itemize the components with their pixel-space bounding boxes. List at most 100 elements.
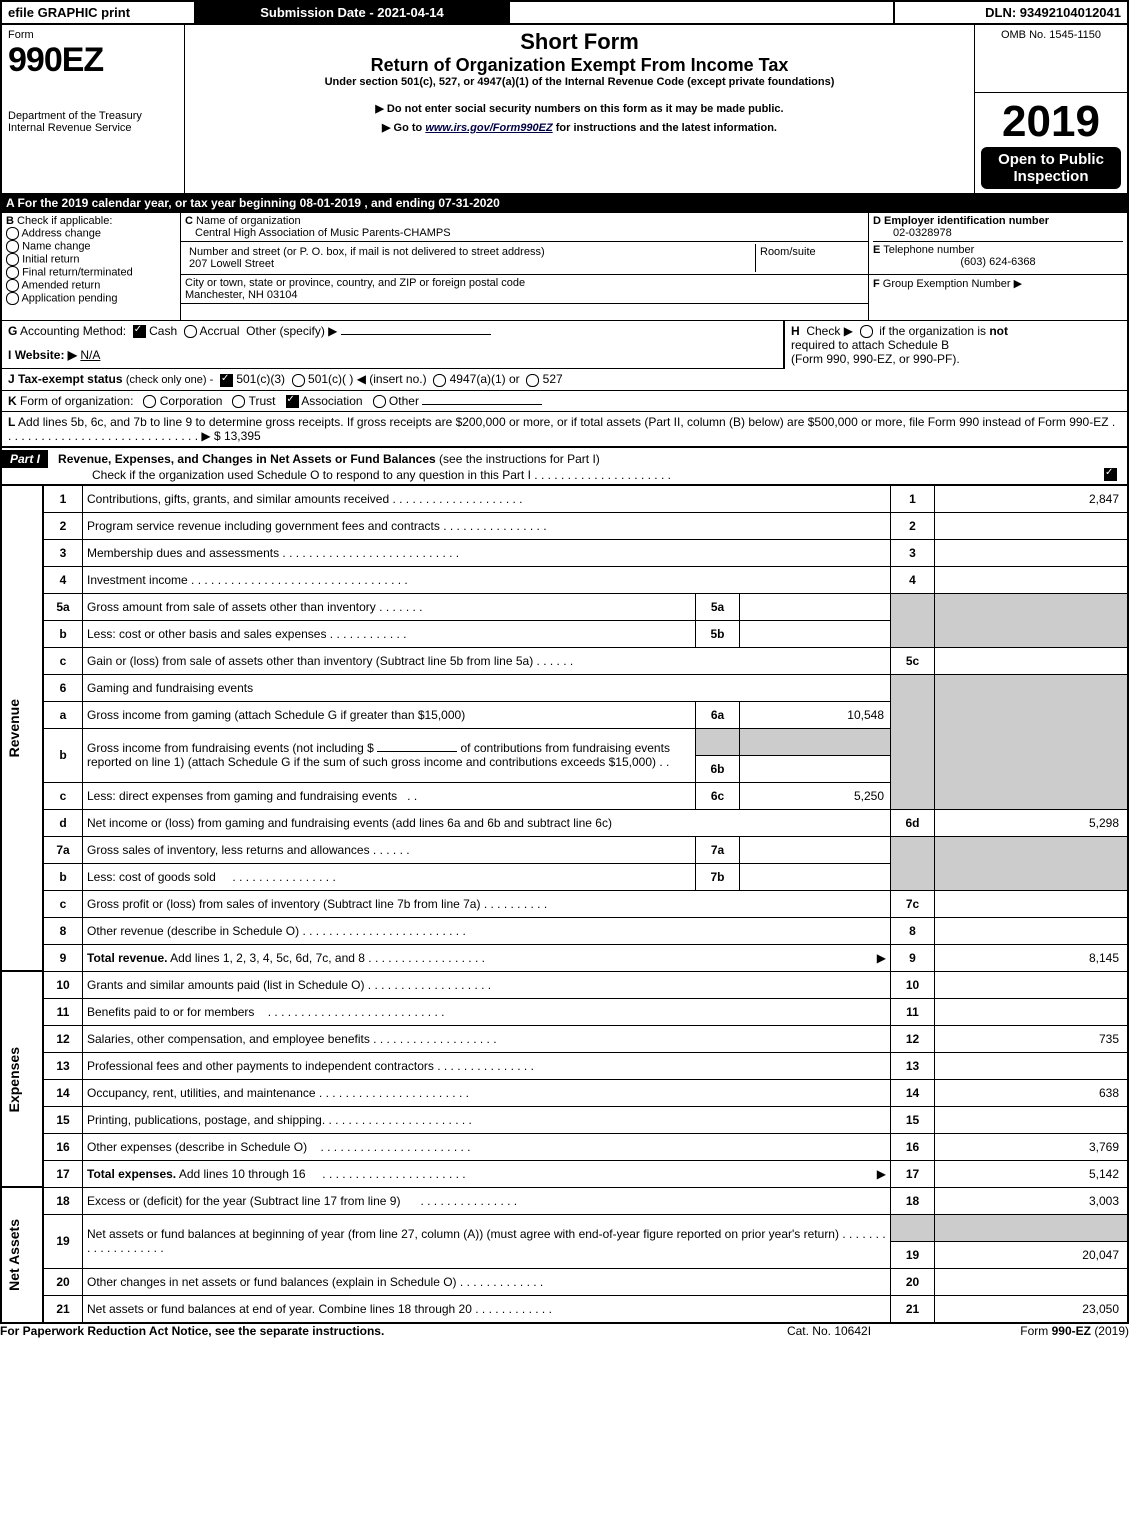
trust-checkbox[interactable] — [232, 395, 245, 408]
line-5a-text: Gross amount from sale of assets other t… — [83, 593, 696, 620]
initial-return-label: Initial return — [22, 253, 79, 265]
open-to-public: Open to Public Inspection — [981, 147, 1121, 189]
line-6b-text: Gross income from fundraising events (no… — [83, 728, 696, 782]
line-6c-subbox: 6c — [696, 782, 740, 809]
i-label: I — [8, 348, 11, 362]
c4947-checkbox[interactable] — [433, 374, 446, 387]
line-5b-subbox: 5b — [696, 620, 740, 647]
goto-suffix: for instructions and the latest informat… — [556, 122, 777, 134]
line-19-val: 20,047 — [935, 1241, 1129, 1268]
line-17-val: 5,142 — [935, 1160, 1129, 1187]
k-text: Form of organization: — [20, 394, 133, 408]
line-12-text: Salaries, other compensation, and employ… — [83, 1025, 891, 1052]
dln-label: DLN: 93492104012041 — [894, 1, 1128, 24]
line-1-num: 1 — [43, 485, 83, 512]
line-21-val: 23,050 — [935, 1295, 1129, 1323]
line-13-text: Professional fees and other payments to … — [83, 1052, 891, 1079]
goto-link[interactable]: www.irs.gov/Form990EZ — [425, 122, 552, 134]
line-16-val: 3,769 — [935, 1133, 1129, 1160]
c501c3-checkbox[interactable] — [220, 374, 233, 387]
name-change-checkbox[interactable] — [6, 240, 19, 253]
cash-checkbox[interactable] — [133, 325, 146, 338]
line-6c-num: c — [43, 782, 83, 809]
line-13-num: 13 — [43, 1052, 83, 1079]
line-9-val: 8,145 — [935, 944, 1129, 971]
line-6d-box: 6d — [891, 809, 935, 836]
amended-return-checkbox[interactable] — [6, 279, 19, 292]
form-header: Form 990EZ Department of the Treasury In… — [0, 25, 1129, 194]
line-6a-subbox: 6a — [696, 701, 740, 728]
line-5c-val — [935, 647, 1129, 674]
do-not-enter: ▶ Do not enter social security numbers o… — [191, 102, 968, 115]
line-13-val — [935, 1052, 1129, 1079]
line-11-text: Benefits paid to or for members . . . . … — [83, 998, 891, 1025]
line-6a-text: Gross income from gaming (attach Schedul… — [83, 701, 696, 728]
line-18-box: 18 — [891, 1187, 935, 1214]
l-arrow: ▶ — [201, 429, 210, 443]
line-10-num: 10 — [43, 971, 83, 998]
line-5a-subval — [740, 593, 891, 620]
part1-checkline: Check if the organization used Schedule … — [2, 468, 531, 482]
line-6a-num: a — [43, 701, 83, 728]
h-checkbox[interactable] — [860, 325, 873, 338]
line-6-num: 6 — [43, 674, 83, 701]
part1-table: Revenue 1 Contributions, gifts, grants, … — [0, 485, 1129, 1324]
other-specify-label: Other (specify) ▶ — [246, 324, 337, 338]
line-5c-box: 5c — [891, 647, 935, 674]
initial-return-checkbox[interactable] — [6, 253, 19, 266]
line-15-text: Printing, publications, postage, and shi… — [83, 1106, 891, 1133]
line-19-box: 19 — [891, 1241, 935, 1268]
corp-checkbox[interactable] — [143, 395, 156, 408]
footer: For Paperwork Reduction Act Notice, see … — [0, 1324, 1129, 1338]
final-return-checkbox[interactable] — [6, 266, 19, 279]
line-17-box: 17 — [891, 1160, 935, 1187]
line-20-val — [935, 1268, 1129, 1295]
line-9-arrow: ▶ — [877, 951, 886, 965]
j-label: J — [8, 372, 15, 386]
tel-label: Telephone number — [883, 244, 974, 256]
line-6b-subval — [740, 755, 891, 782]
website-value: N/A — [80, 348, 100, 362]
address-change-checkbox[interactable] — [6, 227, 19, 240]
k-row: K Form of organization: Corporation Trus… — [0, 391, 1129, 412]
j-row: J Tax-exempt status (check only one) - 5… — [0, 369, 1129, 390]
line-7a-num: 7a — [43, 836, 83, 863]
application-pending-checkbox[interactable] — [6, 292, 19, 305]
address-change-label: Address change — [21, 227, 101, 239]
other-checkbox[interactable] — [373, 395, 386, 408]
city-label: City or town, state or province, country… — [185, 277, 525, 289]
h-label: H — [791, 324, 800, 338]
assoc-checkbox[interactable] — [286, 395, 299, 408]
c501c-checkbox[interactable] — [292, 374, 305, 387]
a-row: A For the 2019 calendar year, or tax yea… — [0, 194, 1129, 212]
c527-checkbox[interactable] — [526, 374, 539, 387]
line-7b-text: Less: cost of goods sold . . . . . . . .… — [83, 863, 696, 890]
accrual-checkbox[interactable] — [184, 325, 197, 338]
line-3-box: 3 — [891, 539, 935, 566]
line-2-val — [935, 512, 1129, 539]
line-4-text: Investment income . . . . . . . . . . . … — [83, 566, 891, 593]
part1-schedule-o-checkbox[interactable] — [1104, 468, 1117, 481]
part1-badge: Part I — [2, 450, 48, 468]
line-5b-num: b — [43, 620, 83, 647]
line-20-num: 20 — [43, 1268, 83, 1295]
line-14-box: 14 — [891, 1079, 935, 1106]
cash-label: Cash — [149, 324, 177, 338]
part1-subtitle: (see the instructions for Part I) — [439, 452, 600, 466]
line-19-num: 19 — [43, 1214, 83, 1268]
line-8-num: 8 — [43, 917, 83, 944]
e-label: E — [873, 244, 880, 256]
line-6d-text: Net income or (loss) from gaming and fun… — [83, 809, 891, 836]
line-4-num: 4 — [43, 566, 83, 593]
return-title: Return of Organization Exempt From Incom… — [191, 55, 968, 76]
section-h: H Check ▶ if the organization is not req… — [784, 321, 1128, 369]
h-check: Check ▶ — [806, 324, 853, 338]
submission-date-btn[interactable]: Submission Date - 2021-04-14 — [195, 1, 509, 24]
tel-value: (603) 624-6368 — [873, 256, 1123, 268]
line-2-box: 2 — [891, 512, 935, 539]
assoc-label: Association — [301, 394, 362, 408]
line-5c-num: c — [43, 647, 83, 674]
efile-print[interactable]: efile GRAPHIC print — [1, 1, 195, 24]
c501c3-label: 501(c)(3) — [236, 372, 285, 386]
line-6a-subval: 10,548 — [740, 701, 891, 728]
